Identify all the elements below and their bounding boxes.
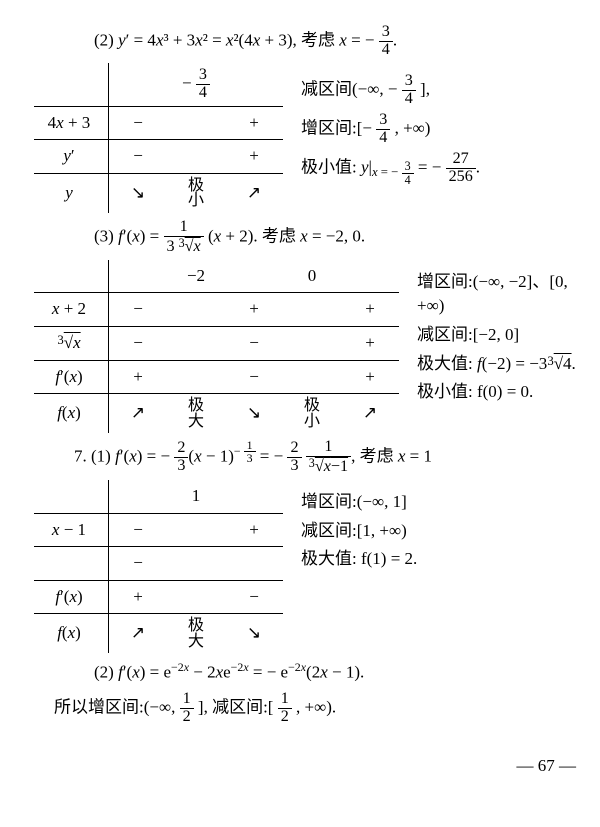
inc: 增区间:(−∞, 1]: [301, 490, 576, 515]
cell: +: [225, 140, 283, 173]
side-7-1: 增区间:(−∞, 1] 减区间:[1, +∞) 极大值: f(1) = 2.: [301, 480, 576, 576]
table-3: −20 x + 2−++ 3√x−−+ f′(x)+−+ f(x)↗极大↘极小↗: [34, 260, 399, 433]
min: 极小值: f(0) = 0.: [417, 380, 576, 405]
page-number: — 67 —: [24, 754, 576, 779]
cell: +: [225, 107, 283, 140]
dec: 减区间:[1, +∞): [301, 519, 576, 544]
table-7-1: 1 x − 1−+ − f′(x)+− f(x)↗极大↘: [34, 480, 283, 653]
eq-7-1: 7. (1) f′(x) = − 23(x − 1)− 13 = − 23 13…: [74, 439, 576, 476]
line-7-2: 所以增区间:(−∞, 12 ], 减区间:[ 12 , +∞).: [54, 691, 576, 726]
side-3: 增区间:(−∞, −2]、[0, +∞) 减区间:[−2, 0] 极大值: f(…: [417, 260, 576, 409]
crit: −2: [167, 260, 225, 293]
table-2: − 34 4x + 3−+ y′−+ y↘极小↗: [34, 63, 283, 213]
eq-3: (3) f′(x) = 13 3√x (x + 2). 考虑 x = −2, 0…: [94, 219, 576, 256]
inc: 增区间:(−∞, −2]、[0, +∞): [417, 270, 576, 319]
max: 极大值: f(1) = 2.: [301, 547, 576, 572]
cell: −: [109, 107, 168, 140]
side-2: 减区间(−∞, − 34 ], 增区间:[− 34 , +∞) 极小值: y|x…: [301, 63, 576, 191]
dec: 减区间:[−2, 0]: [417, 323, 576, 348]
crit: 1: [167, 480, 225, 513]
eq-2: (2) y′ = 4x³ + 3x² = x²(4x + 3), 考虑 x = …: [94, 24, 576, 59]
eq-7-2: (2) f′(x) = e−2x − 2xe−2x = − e−2x(2x − …: [94, 659, 576, 685]
crit: 0: [283, 260, 341, 293]
cell: −: [109, 140, 168, 173]
